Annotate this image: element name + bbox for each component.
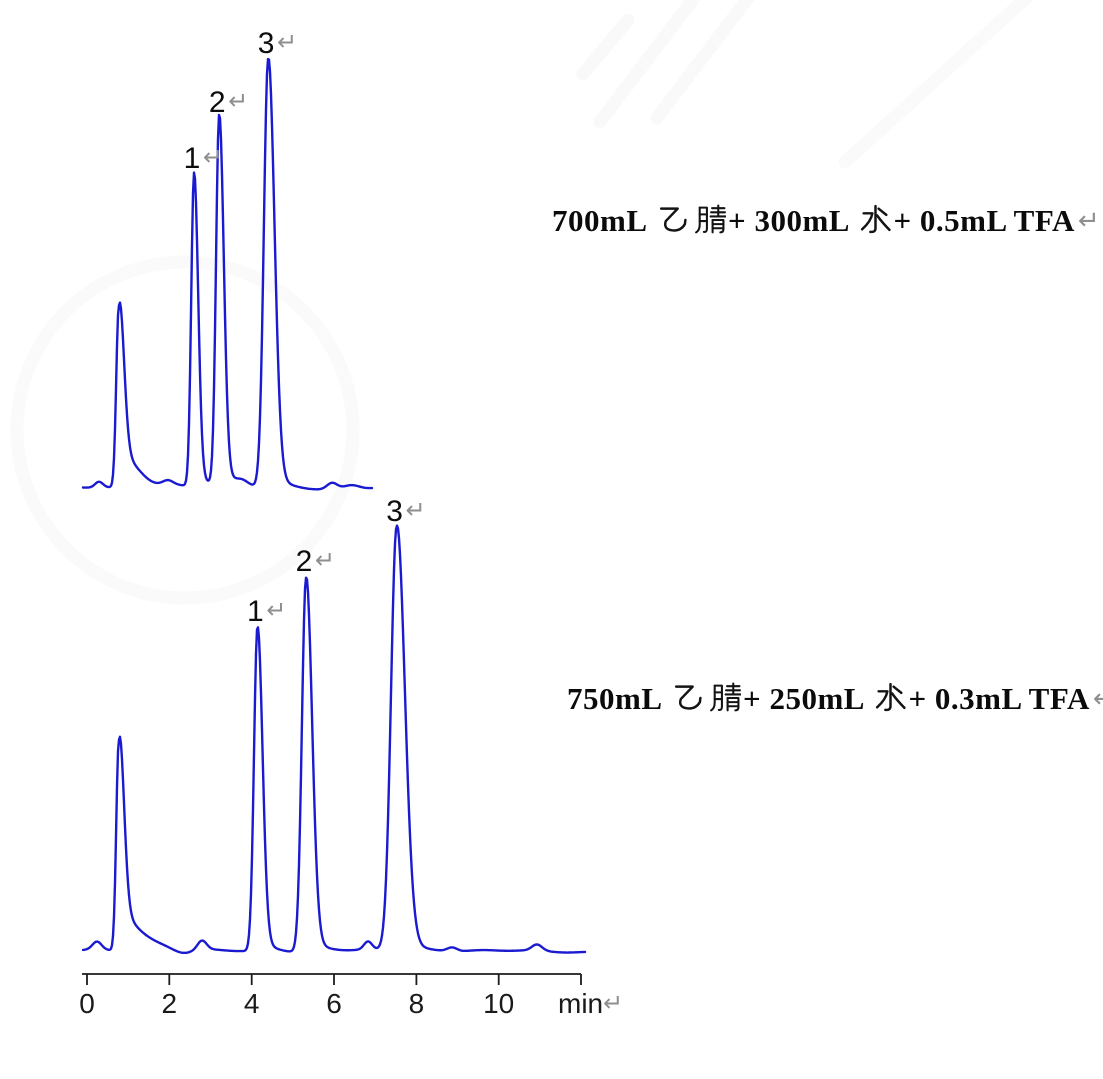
cjk-glyph — [695, 204, 727, 234]
x-axis-tick-label: 2 — [162, 988, 178, 1019]
return-mark-icon: ↵ — [277, 28, 297, 56]
watermark — [10, 0, 1034, 605]
peak-label: 1 — [247, 595, 264, 628]
watermark-stroke — [593, 0, 701, 129]
cjk-glyph — [659, 207, 687, 232]
return-mark-icon: ↵ — [1093, 684, 1103, 714]
peak-label: 1 — [184, 142, 201, 175]
x-axis-tick-label: 8 — [409, 988, 425, 1019]
watermark-stroke — [838, 0, 1034, 169]
peak-label: 3 — [386, 495, 403, 528]
x-axis-tick-label: 6 — [326, 988, 342, 1019]
return-mark-icon: ↵ — [315, 546, 335, 574]
cjk-glyph — [710, 682, 742, 712]
annotation-text: 700mL + 300mL + 0.5mL TFA — [552, 203, 1075, 238]
mobile-phase-annotation-top: 700mL + 300mL + 0.5mL TFA ↵ — [552, 203, 1100, 239]
mobile-phase-annotation-bottom: 750mL + 250mL + 0.3mL TFA↵ — [567, 681, 1103, 717]
x-axis-unit-label: min↵ — [558, 988, 623, 1019]
x-axis-tick-label: 0 — [79, 988, 95, 1019]
return-mark-icon: ↵ — [266, 596, 286, 624]
x-axis-tick-label: 10 — [483, 988, 514, 1019]
peak-label: 3 — [258, 27, 275, 60]
watermark-arc — [10, 255, 360, 605]
cjk-glyph — [674, 685, 702, 710]
cjk-glyph — [860, 204, 891, 234]
annotation-text: 750mL + 250mL + 0.3mL TFA — [567, 681, 1090, 716]
x-axis-tick-label: 4 — [244, 988, 260, 1019]
return-mark-icon: ↵ — [228, 87, 248, 115]
watermark-stroke — [576, 13, 635, 81]
return-mark-icon: ↵ — [406, 496, 426, 524]
return-mark-icon: ↵ — [203, 143, 223, 171]
chromatogram-trace-1 — [81, 57, 374, 491]
watermark-stroke — [650, 0, 755, 125]
cjk-glyph — [875, 682, 906, 712]
chromatogram-trace-2 — [81, 524, 587, 955]
peak-label: 2 — [209, 86, 226, 119]
peak-label: 2 — [296, 545, 313, 578]
return-mark-icon: ↵ — [1077, 206, 1101, 236]
